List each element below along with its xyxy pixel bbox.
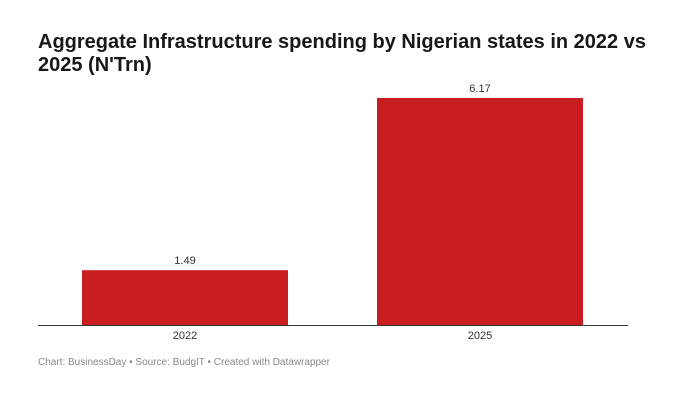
chart-title: Aggregate Infrastructure spending by Nig… bbox=[38, 31, 646, 76]
x-tick-label-2025: 2025 bbox=[468, 330, 492, 342]
value-label-2025: 6.17 bbox=[469, 83, 490, 95]
x-tick-label-2022: 2022 bbox=[173, 330, 197, 342]
bar-2022 bbox=[82, 270, 288, 325]
chart-footer-credits: Chart: BusinessDay • Source: BudgIT • Cr… bbox=[38, 357, 330, 368]
value-label-2022: 1.49 bbox=[174, 255, 195, 267]
bar-2025 bbox=[377, 98, 583, 325]
